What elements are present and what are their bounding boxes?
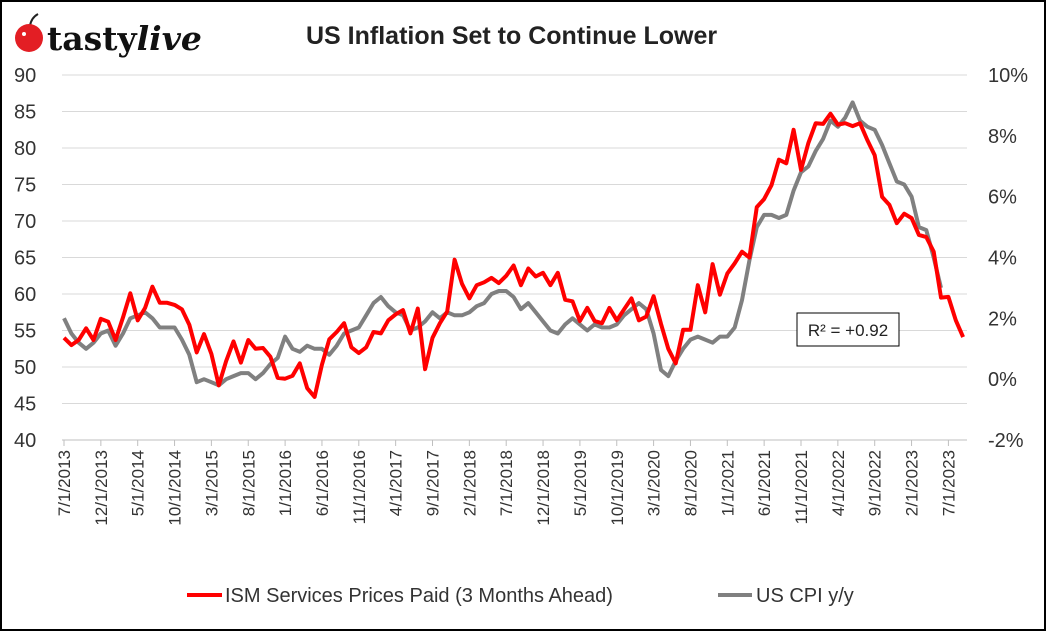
x-tick-label: 11/1/2016 [350, 450, 369, 524]
x-tick-label: 10/1/2014 [166, 450, 185, 526]
left-tick-label: 45 [14, 394, 36, 416]
x-tick-label: 3/1/2015 [202, 450, 221, 516]
left-tick-label: 50 [14, 357, 36, 379]
left-tick-label: 60 [14, 284, 36, 306]
legend-label-ism: ISM Services Prices Paid (3 Months Ahead… [225, 585, 613, 607]
x-tick-label: 9/1/2022 [866, 450, 885, 516]
x-tick-label: 10/1/2019 [608, 450, 627, 526]
x-tick-label: 1/1/2021 [718, 450, 737, 516]
x-tick-label: 9/1/2017 [424, 450, 443, 516]
left-tick-label: 90 [14, 65, 36, 87]
x-tick-label: 3/1/2020 [645, 450, 664, 516]
cherry-icon [15, 24, 43, 52]
logo-text-live: live [137, 19, 202, 58]
legend-label-cpi: US CPI y/y [756, 585, 854, 607]
right-tick-label: 4% [988, 248, 1017, 270]
cherry-highlight-icon [22, 32, 26, 36]
x-tick-label: 8/1/2020 [681, 450, 700, 516]
series-line-ism [62, 111, 965, 399]
x-tick-label: 4/1/2022 [829, 450, 848, 516]
left-tick-label: 80 [14, 138, 36, 160]
svg-text:tastylive: tastylive [47, 19, 202, 58]
tastylive-logo: tastylive [15, 13, 202, 58]
right-tick-label: 10% [988, 65, 1028, 87]
right-tick-label: 2% [988, 308, 1017, 330]
logo-text-tasty: tasty [47, 19, 137, 58]
left-tick-label: 85 [14, 102, 36, 124]
gridlines [62, 74, 967, 441]
x-tick-label: 12/1/2018 [534, 450, 553, 526]
x-tick-label: 2/1/2023 [903, 450, 922, 516]
left-tick-label: 70 [14, 211, 36, 233]
x-tick-label: 5/1/2014 [129, 450, 148, 516]
r-squared-annotation: R² = +0.92 [796, 312, 900, 347]
x-tick-label: 4/1/2017 [387, 450, 406, 516]
x-tick-label: 2/1/2018 [460, 450, 479, 516]
x-tick-label: 1/1/2016 [276, 450, 295, 516]
series-lines [62, 100, 965, 399]
right-tick-label: 0% [988, 369, 1017, 391]
x-tick-label: 11/1/2021 [792, 450, 811, 524]
right-tick-label: 8% [988, 126, 1017, 148]
x-tick-label: 7/1/2018 [497, 450, 516, 516]
right-axis-ticks: -2% 0% 2% 4% 6% 8% 10% [988, 65, 1028, 452]
x-tick-label: 6/1/2021 [755, 450, 774, 516]
left-tick-label: 55 [14, 321, 36, 343]
r-squared-text: R² = +0.92 [808, 321, 888, 340]
left-tick-label: 75 [14, 175, 36, 197]
x-tick-label: 7/1/2023 [939, 450, 958, 516]
x-tick-label: 7/1/2013 [55, 450, 74, 516]
x-tick-label: 12/1/2013 [92, 450, 111, 526]
x-axis-ticks: 7/1/2013 12/1/2013 5/1/2014 10/1/2014 3/1/20… [55, 440, 958, 526]
x-tick-label: 5/1/2019 [571, 450, 590, 516]
chart-title: US Inflation Set to Continue Lower [306, 22, 717, 50]
right-tick-label: -2% [988, 430, 1024, 452]
x-tick-label: 6/1/2016 [313, 450, 332, 516]
legend: ISM Services Prices Paid (3 Months Ahead… [187, 585, 854, 607]
series-line-cpi [62, 100, 943, 388]
x-tick-label: 8/1/2015 [239, 450, 258, 516]
right-tick-label: 6% [988, 187, 1017, 209]
left-tick-label: 40 [14, 430, 36, 452]
left-tick-label: 65 [14, 248, 36, 270]
left-axis-ticks: 40 45 50 55 60 65 70 75 80 85 90 [14, 65, 36, 452]
